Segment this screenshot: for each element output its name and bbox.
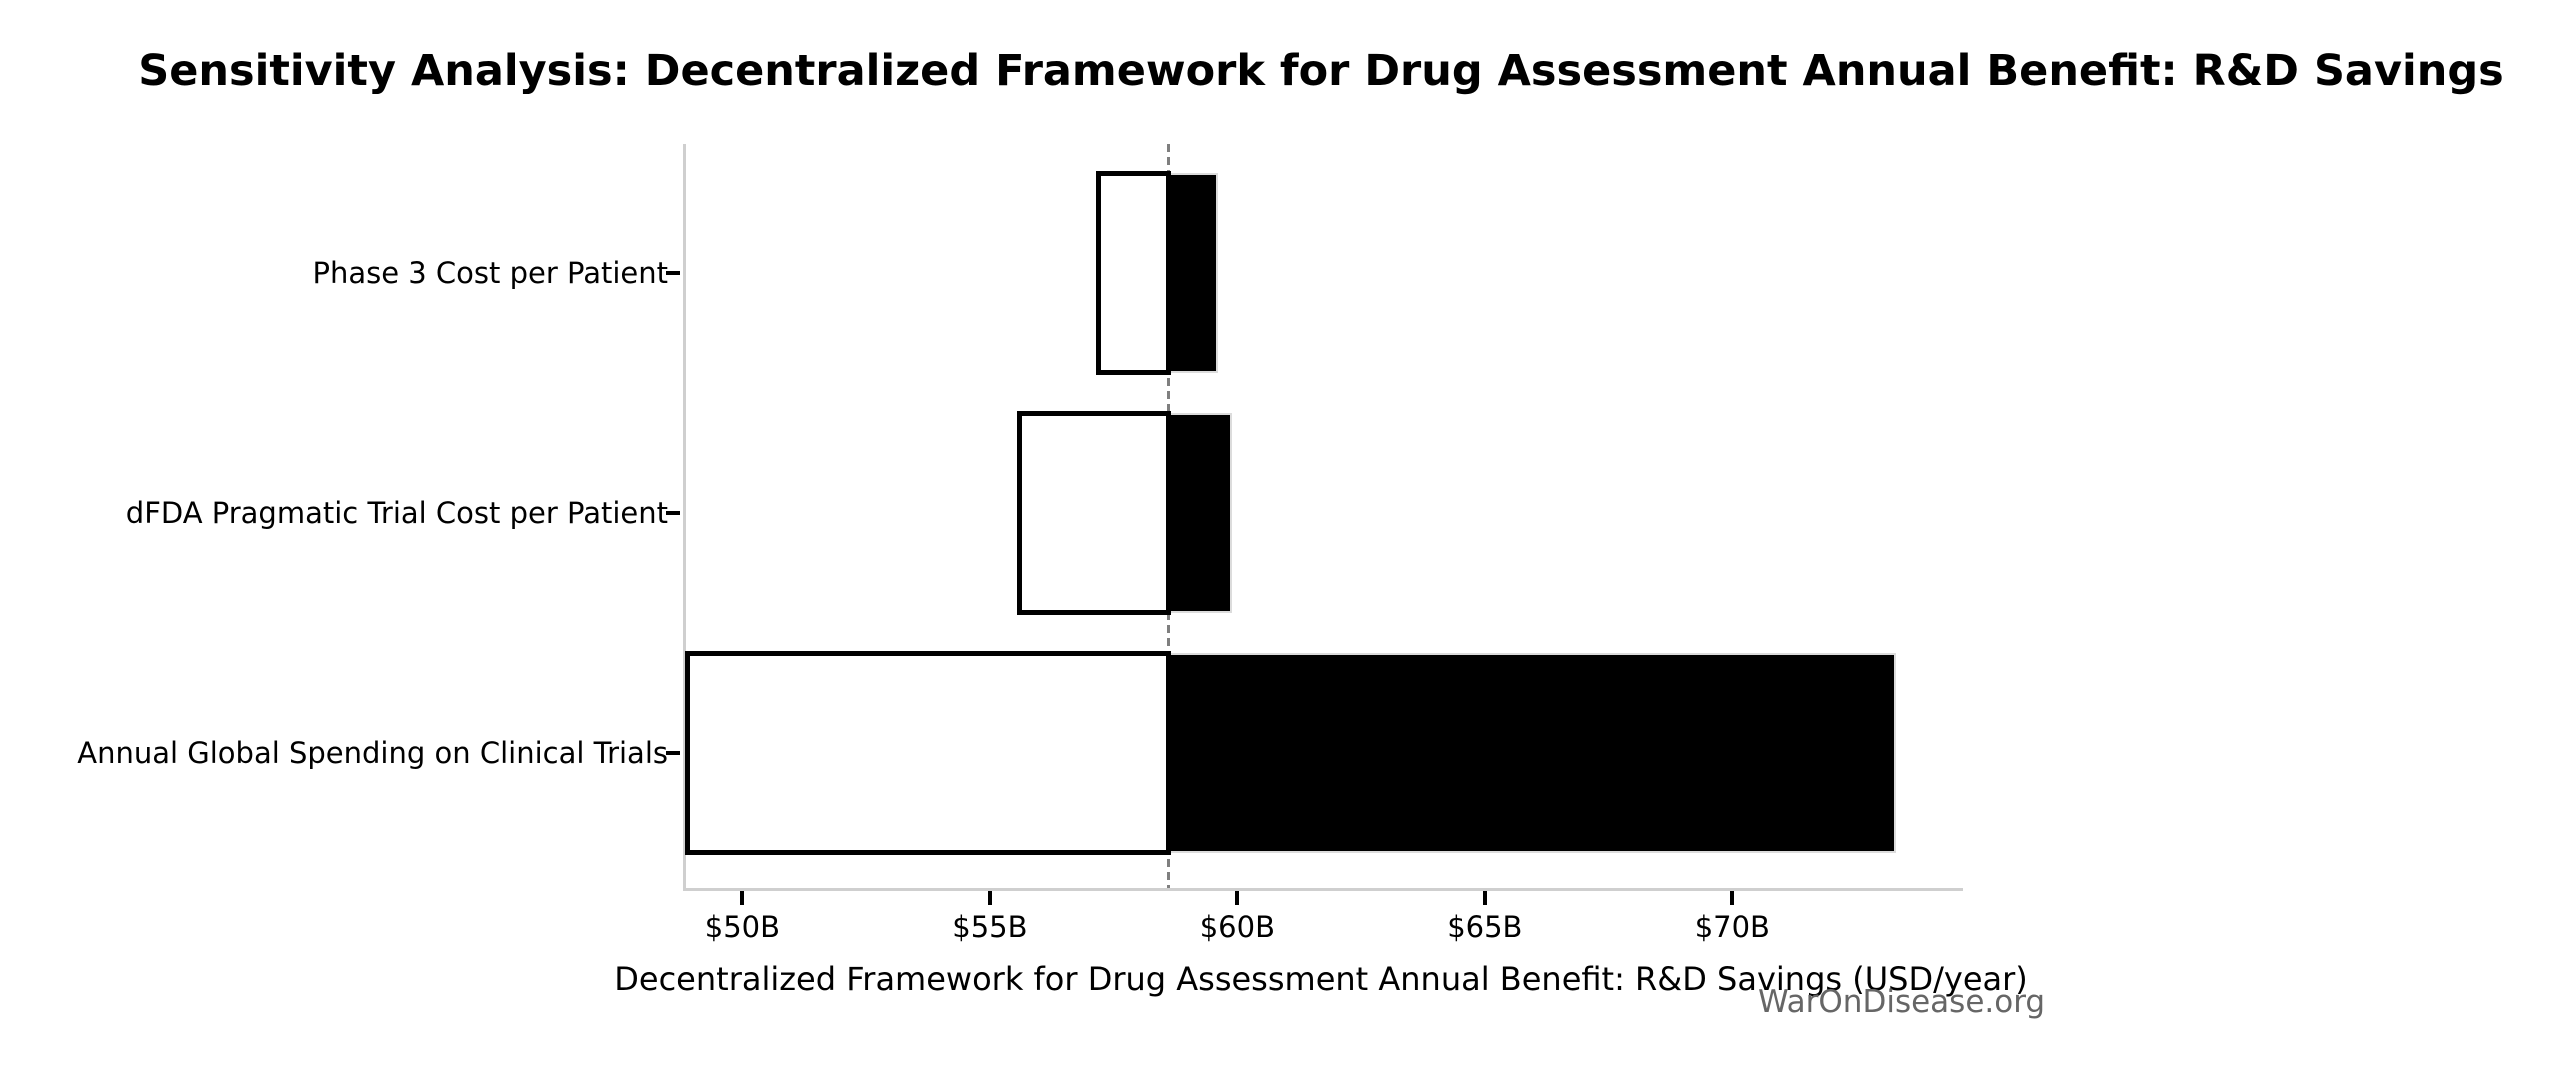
bar-low-segment	[684, 651, 1172, 855]
y-axis-label: Annual Global Spending on Clinical Trial…	[77, 736, 668, 770]
watermark: WarOnDisease.org	[1758, 984, 2046, 1020]
x-tick-label: $65B	[1447, 910, 1523, 944]
x-tick-label: $70B	[1694, 910, 1770, 944]
x-tick-label: $50B	[704, 910, 781, 944]
y-axis-label: dFDA Pragmatic Trial Cost per Patient	[125, 496, 668, 530]
bar-high-segment	[1168, 413, 1233, 613]
plot-area	[683, 144, 1963, 891]
x-axis-title: Decentralized Framework for Drug Assessm…	[614, 960, 2028, 998]
y-axis-label: Phase 3 Cost per Patient	[312, 256, 668, 290]
chart-title: Sensitivity Analysis: Decentralized Fram…	[138, 46, 2504, 96]
x-axis-tick	[1235, 891, 1240, 905]
bar-high-segment	[1168, 653, 1896, 853]
x-axis-tick	[1730, 891, 1735, 905]
bar-low-segment	[1016, 411, 1172, 615]
y-axis-tick	[666, 511, 680, 515]
x-tick-label: $55B	[952, 910, 1028, 944]
x-axis-tick	[1482, 891, 1487, 905]
x-axis-tick	[740, 891, 745, 905]
y-axis-tick	[666, 751, 680, 755]
bar-low-segment	[1095, 171, 1172, 375]
x-axis-tick	[987, 891, 992, 905]
bar-high-segment	[1168, 173, 1218, 373]
x-tick-label: $60B	[1199, 910, 1275, 944]
y-axis-tick	[666, 271, 680, 275]
